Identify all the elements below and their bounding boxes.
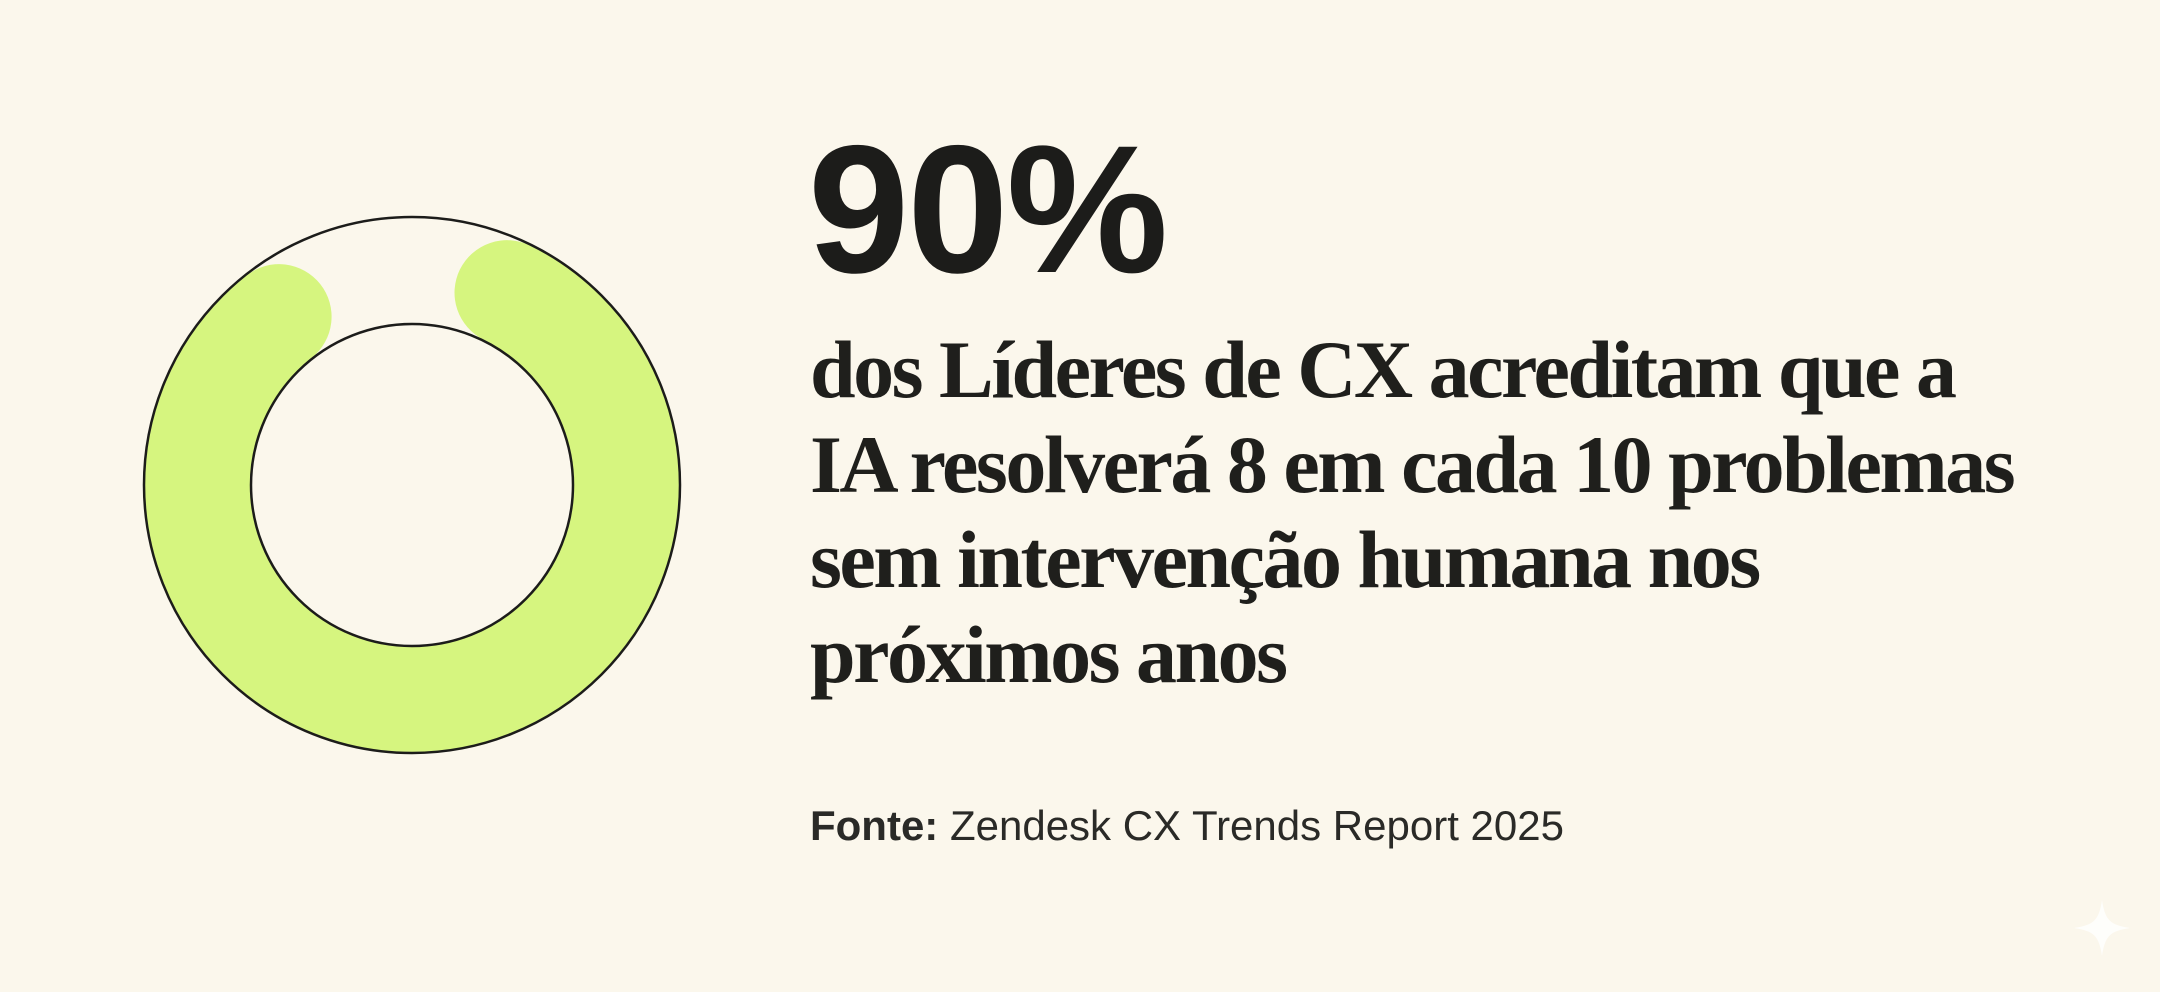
description-line: próximos anos: [810, 609, 1288, 700]
description: dos Líderes de CX acreditam que a IA res…: [810, 322, 2150, 702]
source-text: Zendesk CX Trends Report 2025: [938, 802, 1564, 849]
description-line: IA resolverá 8 em cada 10 problemas: [810, 419, 2016, 510]
sparkle-icon: [2074, 900, 2130, 956]
source-label: Fonte:: [810, 802, 939, 849]
source-citation: Fonte: Zendesk CX Trends Report 2025: [810, 802, 1564, 850]
donut-outer-outline: [142, 215, 682, 755]
donut-inner-outline: [249, 322, 575, 648]
donut-filled-arc: [145, 240, 679, 752]
description-line: sem intervenção humana nos: [810, 514, 1761, 605]
description-line: dos Líderes de CX acreditam que a: [810, 324, 1957, 415]
headline-percentage: 90%: [808, 107, 1168, 311]
donut-chart: [142, 215, 682, 755]
